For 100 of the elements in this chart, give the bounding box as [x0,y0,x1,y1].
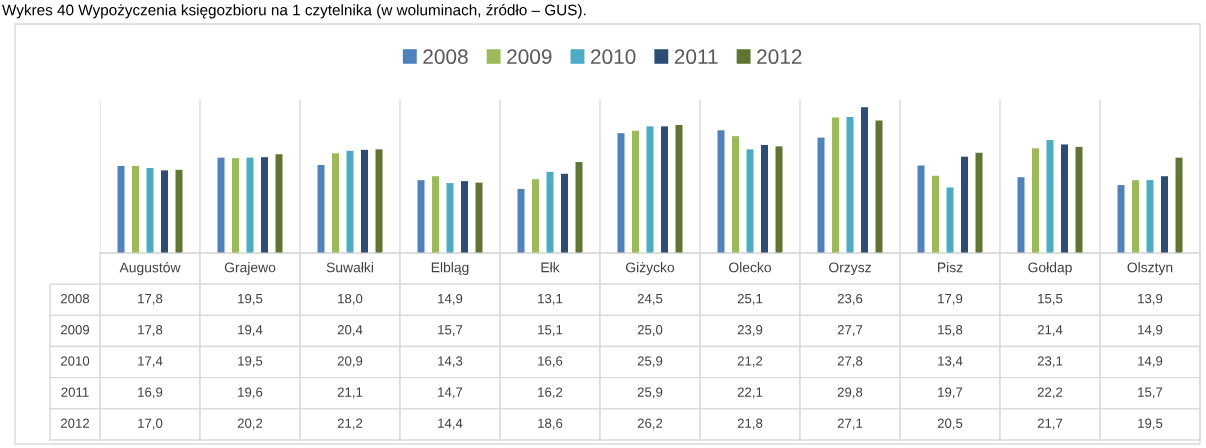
data-label: 17,0 [138,418,163,430]
bar [132,165,139,253]
legend-label: 2010 [591,49,636,65]
data-label: 20,2 [237,418,263,430]
bar [417,180,425,253]
bar [232,158,239,253]
bar [317,164,325,253]
data-label: 13,4 [938,356,963,368]
bar [1146,180,1154,253]
text: 2010 [60,356,90,366]
bar [561,173,568,253]
data-label: 21,7 [1037,418,1063,430]
data-label: 21,2 [737,356,763,368]
data-label: 13,1 [538,293,563,305]
bar [1032,148,1039,253]
data-label: 23,6 [837,293,863,305]
data-label: 14,4 [438,418,463,430]
text: 2011 [61,387,89,397]
data-label: 21,4 [1037,325,1063,337]
bar [632,130,639,253]
x-tick-label: Elbląg [431,262,469,276]
x-tick-label: Orzysz [829,262,871,276]
legend-label: 2009 [507,49,552,65]
bar [461,181,468,253]
data-label: 20,4 [337,325,363,337]
data-label: 23,9 [737,325,763,337]
data-label: 14,9 [1138,356,1163,368]
bar [161,170,168,253]
data-label: 19,5 [238,356,263,368]
bar [961,156,968,253]
bar [1132,180,1139,253]
x-tick-label: Ełk [541,262,560,273]
data-label: 19,5 [1138,418,1163,430]
bar [817,137,825,253]
data-label: 27,8 [837,356,863,368]
x-tick-label: Grajewo [224,262,276,276]
x-tick-label: Gołdap [1028,262,1072,276]
bar [346,150,354,253]
bar [932,175,939,253]
data-label: 25,9 [637,387,663,399]
x-tick-label: Giżycko [626,262,675,276]
data-label: 14,9 [438,293,463,305]
data-label: 22,2 [1037,387,1063,399]
text: 2012 [60,418,90,428]
x-tick-label: Augustów [119,262,181,276]
data-label: 21,2 [337,418,363,430]
bar [717,130,725,253]
data-label: 15,8 [938,325,963,337]
data-label: 20,5 [937,418,963,430]
bar [332,153,339,253]
data-label: 24,5 [637,293,663,305]
bar [475,182,483,253]
bar [946,187,954,253]
x-tick-label: Pisz [938,262,963,273]
bar [246,157,254,253]
data-label: 15,5 [1038,294,1063,305]
data-label: 25,1 [737,293,763,305]
bar [1161,176,1168,253]
data-label: 15,1 [538,325,563,337]
data-label: 18,0 [338,293,363,305]
bar [432,176,439,253]
data-label: 15,7 [1138,387,1163,399]
data-label: 17,4 [138,356,163,368]
data-label: 19,4 [238,325,263,337]
bar [1117,185,1125,253]
data-label: 21,1 [337,387,363,399]
data-label: 18,6 [538,418,563,430]
text: 2008 [60,293,90,304]
bar [1046,140,1054,253]
data-label: 27,7 [837,325,863,337]
bar [875,120,883,253]
bar [861,107,868,253]
data-label: 25,9 [637,356,663,368]
data-label: 17,9 [938,293,963,305]
bar [1017,177,1025,253]
bar [1061,144,1068,253]
bar [846,117,854,253]
bar [675,124,683,253]
data-label: 14,7 [438,387,463,399]
bar [375,149,383,253]
bar [361,149,368,253]
bar [532,179,539,253]
data-label: 16,2 [538,387,563,399]
bar [575,162,583,253]
data-label: 19,6 [238,387,263,399]
bar [975,152,983,253]
data-label: 15,7 [438,325,463,337]
text: 2009 [60,325,90,335]
bar [517,188,525,253]
bar [775,146,783,253]
data-label: 25,0 [637,325,663,337]
data-label: 21,8 [737,418,763,430]
chart-title: Wykres 40 Wypożyczenia księgozbioru na 1 czytelnika (w woluminach, źródło – GUS). [2,4,586,19]
data-label: 14,3 [438,356,463,368]
bar [661,126,668,253]
data-label: 29,8 [837,387,863,399]
data-label: 16,9 [138,387,163,399]
bar [732,136,739,253]
bar [832,117,839,253]
legend-label: 2008 [423,49,468,65]
